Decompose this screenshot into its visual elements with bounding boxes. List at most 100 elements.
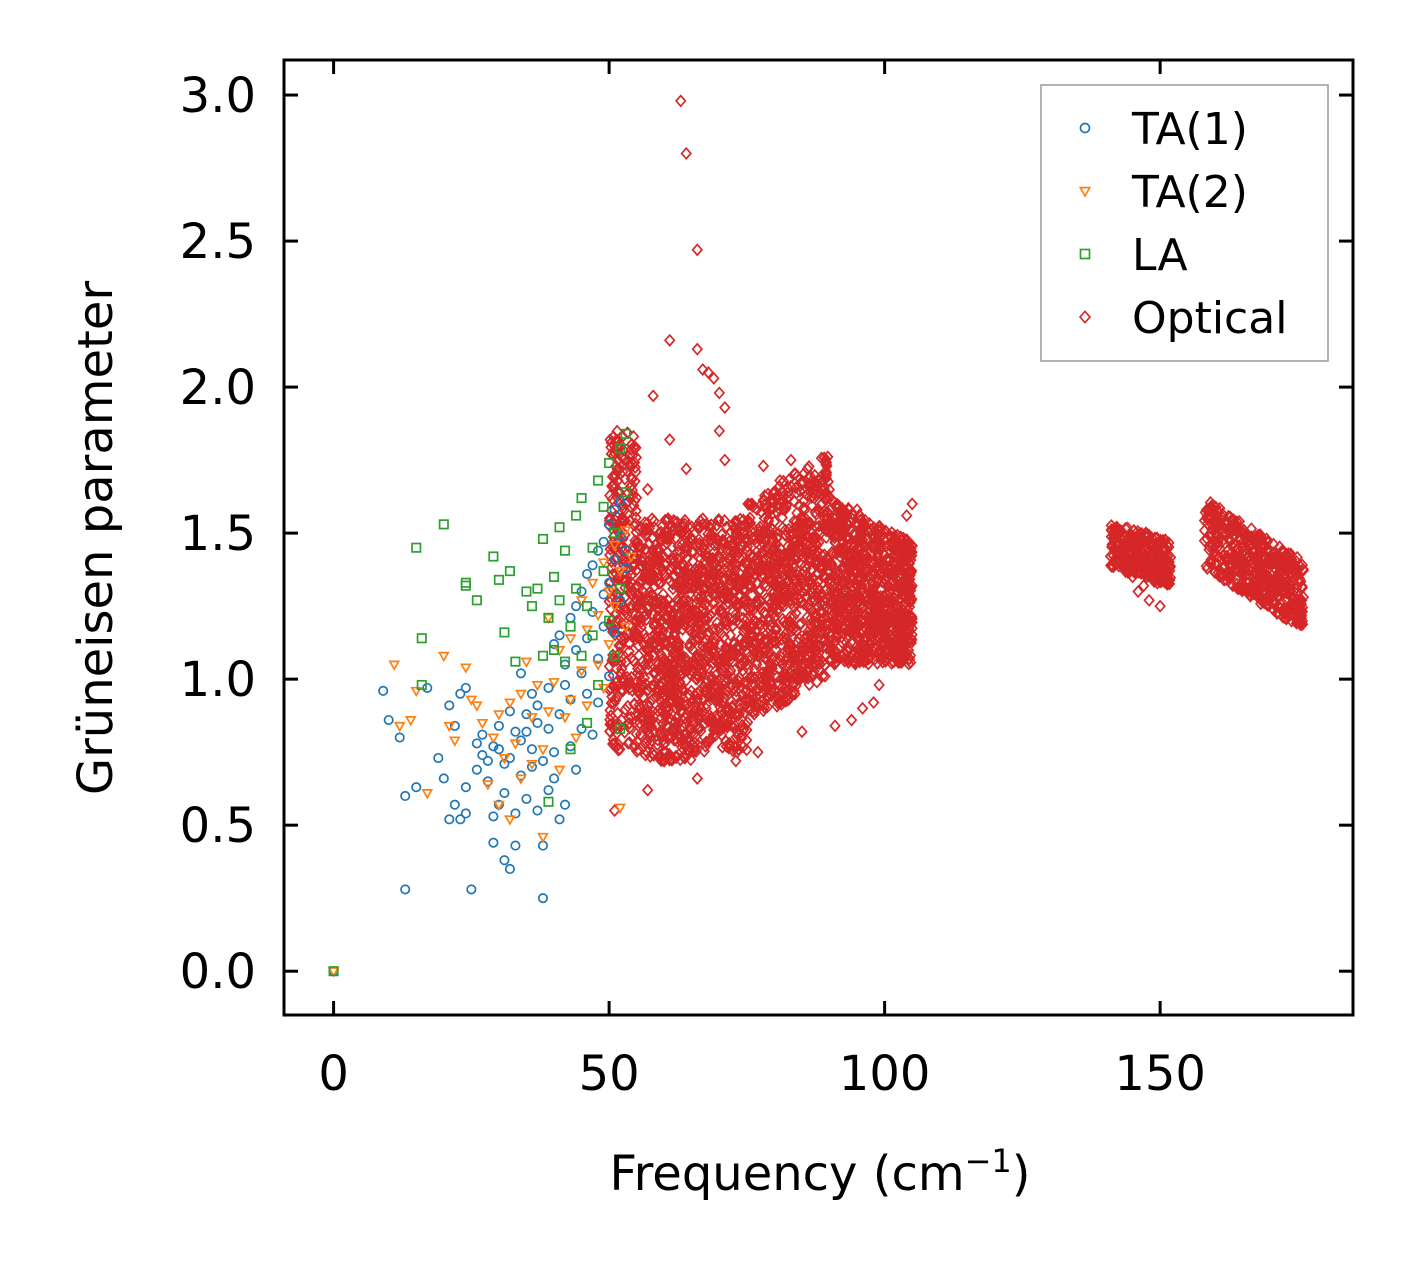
data-point — [582, 717, 593, 729]
data-point — [532, 805, 543, 816]
data-point — [627, 559, 639, 573]
data-point — [730, 528, 743, 542]
data-point — [746, 497, 758, 511]
data-point — [713, 424, 726, 438]
data-point — [606, 625, 619, 639]
data-point — [410, 686, 423, 698]
data-point — [673, 645, 686, 659]
data-point — [772, 497, 784, 512]
data-point — [400, 790, 411, 802]
data-point — [782, 545, 795, 559]
data-point — [548, 644, 560, 655]
data-point — [638, 638, 650, 652]
data-point — [616, 429, 629, 443]
data-point — [904, 572, 916, 586]
data-point — [537, 893, 549, 904]
data-point — [903, 556, 916, 571]
data-point — [796, 725, 808, 739]
data-point — [694, 544, 707, 558]
data-point — [709, 693, 722, 707]
data-point — [793, 498, 806, 512]
data-point — [839, 622, 851, 636]
data-point — [707, 569, 719, 583]
data-point — [741, 557, 753, 571]
data-point — [449, 720, 460, 731]
data-point — [722, 741, 735, 755]
data-point — [702, 735, 715, 749]
data-point — [705, 715, 717, 729]
data-point — [598, 536, 609, 547]
data-point — [766, 651, 778, 665]
data-point — [593, 679, 604, 691]
data-point — [667, 523, 679, 537]
data-point — [772, 566, 784, 580]
data-point — [727, 518, 739, 532]
data-point — [704, 590, 717, 604]
data-point — [1109, 538, 1122, 552]
data-point — [761, 579, 773, 593]
data-point — [631, 681, 643, 695]
data-point — [758, 489, 771, 503]
data-point — [671, 724, 684, 738]
data-point — [663, 333, 676, 347]
data-point — [790, 606, 802, 620]
data-point — [459, 663, 472, 674]
data-point — [1198, 514, 1211, 528]
data-point — [813, 657, 826, 671]
data-point — [660, 532, 673, 546]
data-point — [598, 566, 609, 577]
data-point — [554, 595, 565, 606]
data-point — [1126, 570, 1139, 584]
data-point — [641, 662, 654, 676]
data-point — [570, 733, 582, 744]
data-point — [619, 702, 632, 717]
data-point — [1200, 559, 1213, 573]
data-point — [635, 674, 647, 688]
data-point — [842, 550, 855, 564]
data-point — [685, 563, 697, 577]
data-point — [641, 560, 653, 574]
legend-label: Optical — [1132, 293, 1287, 344]
data-point — [581, 701, 593, 712]
data-point — [411, 782, 422, 793]
data-point — [630, 511, 642, 525]
data-point — [606, 470, 619, 484]
data-point — [616, 616, 628, 630]
data-point — [699, 597, 711, 611]
data-point — [694, 721, 706, 735]
data-point — [687, 575, 699, 589]
data-point — [565, 621, 576, 632]
data-point — [708, 371, 720, 385]
data-point — [763, 614, 775, 628]
data-point — [757, 606, 770, 620]
data-point — [699, 543, 712, 557]
data-point — [808, 556, 820, 570]
data-point — [1254, 528, 1267, 542]
data-point — [604, 615, 615, 626]
data-point — [526, 761, 538, 772]
data-point — [1290, 587, 1302, 601]
data-point — [674, 667, 687, 682]
data-point — [1263, 576, 1276, 590]
data-point — [748, 533, 761, 547]
data-point — [598, 501, 609, 512]
data-point — [895, 617, 907, 631]
data-point — [637, 523, 650, 538]
data-point — [672, 641, 685, 655]
data-point — [712, 673, 725, 687]
data-point — [785, 597, 798, 611]
data-point — [806, 532, 819, 546]
data-point — [587, 630, 598, 641]
data-point — [735, 631, 747, 645]
data-point — [892, 574, 905, 588]
data-point — [646, 512, 658, 526]
data-point — [437, 651, 450, 663]
data-point — [774, 474, 786, 488]
data-point — [667, 525, 679, 539]
data-point — [796, 644, 809, 658]
data-point — [1218, 568, 1230, 583]
data-point — [675, 603, 687, 618]
legend-label: LA — [1132, 230, 1188, 281]
data-point — [769, 525, 782, 539]
data-point — [685, 723, 697, 737]
